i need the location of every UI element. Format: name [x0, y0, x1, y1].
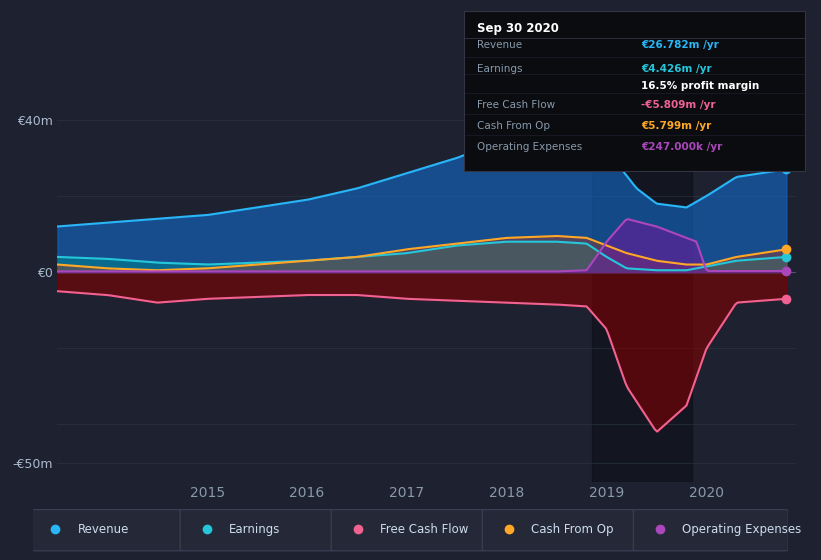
- Text: €26.782m /yr: €26.782m /yr: [641, 40, 719, 50]
- FancyBboxPatch shape: [29, 510, 184, 551]
- Text: €247.000k /yr: €247.000k /yr: [641, 142, 722, 152]
- Text: Cash From Op: Cash From Op: [531, 522, 614, 536]
- Text: Free Cash Flow: Free Cash Flow: [478, 100, 556, 110]
- Text: Revenue: Revenue: [478, 40, 523, 50]
- Text: Operating Expenses: Operating Expenses: [682, 522, 801, 536]
- Text: Revenue: Revenue: [78, 522, 130, 536]
- Text: 16.5% profit margin: 16.5% profit margin: [641, 81, 759, 91]
- Text: €5.799m /yr: €5.799m /yr: [641, 121, 711, 131]
- Text: Free Cash Flow: Free Cash Flow: [380, 522, 469, 536]
- Text: Operating Expenses: Operating Expenses: [478, 142, 583, 152]
- FancyBboxPatch shape: [482, 510, 637, 551]
- Text: Cash From Op: Cash From Op: [478, 121, 551, 131]
- FancyBboxPatch shape: [633, 510, 788, 551]
- Text: €4.426m /yr: €4.426m /yr: [641, 64, 712, 74]
- Text: Earnings: Earnings: [229, 522, 281, 536]
- Text: Earnings: Earnings: [478, 64, 523, 74]
- Text: -€5.809m /yr: -€5.809m /yr: [641, 100, 716, 110]
- Text: Sep 30 2020: Sep 30 2020: [478, 22, 559, 35]
- FancyBboxPatch shape: [180, 510, 335, 551]
- Bar: [592, 101, 691, 482]
- FancyBboxPatch shape: [331, 510, 486, 551]
